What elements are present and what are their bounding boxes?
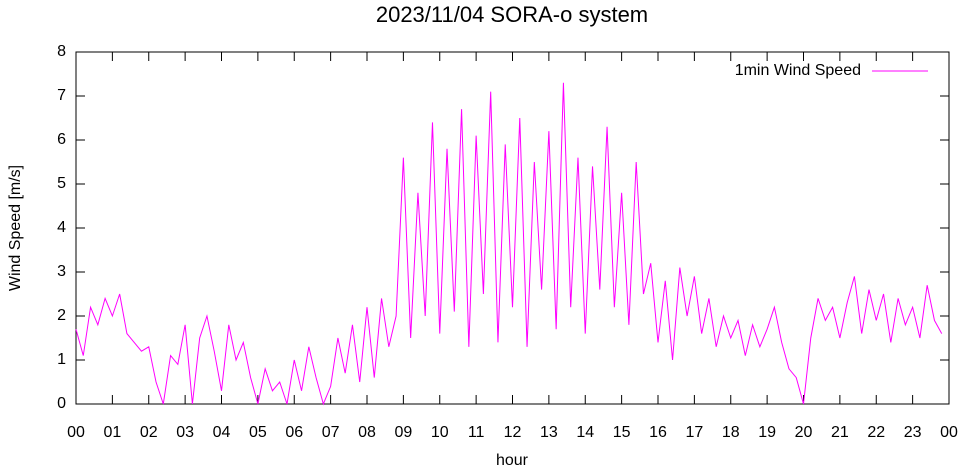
x-tick-label: 00 [940, 424, 958, 441]
x-tick-label: 19 [758, 424, 776, 441]
y-tick-label: 8 [57, 43, 66, 60]
y-tick-label: 6 [57, 131, 66, 148]
x-tick-label: 20 [795, 424, 813, 441]
x-tick-label: 03 [176, 424, 194, 441]
y-tick-label: 2 [57, 307, 66, 324]
x-tick-label: 06 [285, 424, 303, 441]
x-tick-label: 10 [431, 424, 449, 441]
x-tick-label: 18 [722, 424, 740, 441]
x-tick-label: 15 [613, 424, 631, 441]
x-tick-label: 09 [394, 424, 412, 441]
data-line [75, 82, 943, 406]
chart-title: 2023/11/04 SORA-o system [376, 2, 648, 27]
y-tick-label: 7 [57, 87, 66, 104]
x-tick-label: 04 [213, 424, 231, 441]
x-tick-label: 08 [358, 424, 376, 441]
y-tick-label: 5 [57, 175, 66, 192]
x-tick-label: 12 [504, 424, 522, 441]
x-tick-label: 14 [576, 424, 594, 441]
y-tick-label: 1 [57, 351, 66, 368]
x-tick-label: 21 [831, 424, 849, 441]
plot-frame [75, 51, 950, 405]
x-tick-label: 17 [685, 424, 703, 441]
x-tick-label: 23 [904, 424, 922, 441]
y-tick-label: 3 [57, 263, 66, 280]
x-tick-label: 01 [103, 424, 121, 441]
y-tick-label: 4 [57, 219, 66, 236]
y-axis-label: Wind Speed [m/s] [7, 165, 24, 291]
legend-label: 1min Wind Speed [735, 62, 861, 79]
x-tick-label: 16 [649, 424, 667, 441]
x-tick-label: 13 [540, 424, 558, 441]
x-tick-label: 05 [249, 424, 267, 441]
x-axis-label: hour [496, 452, 529, 469]
x-tick-label: 11 [468, 424, 485, 441]
y-tick-label: 0 [57, 395, 66, 412]
x-tick-label: 22 [867, 424, 885, 441]
x-tick-label: 02 [140, 424, 158, 441]
x-tick-label: 07 [322, 424, 340, 441]
x-tick-label: 00 [67, 424, 85, 441]
